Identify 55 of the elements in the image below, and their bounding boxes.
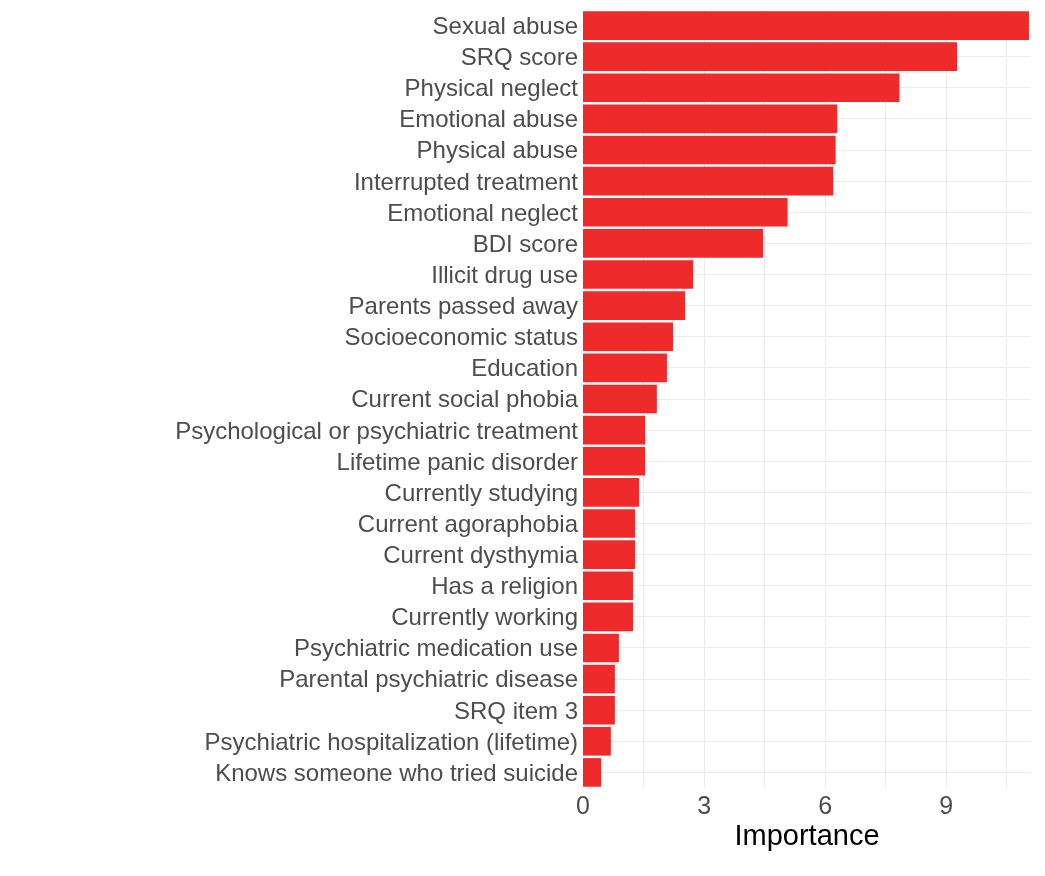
bar: [583, 197, 788, 227]
x-tick-label: 3: [697, 791, 712, 819]
bar: [583, 509, 636, 538]
y-tick-label: Emotional neglect: [387, 198, 579, 226]
y-tick-label: Currently working: [391, 603, 578, 631]
y-tick-label: Interrupted treatment: [353, 167, 579, 195]
bar: [583, 571, 634, 601]
y-tick-label: Psychiatric hospitalization (lifetime): [204, 727, 578, 755]
bar: [583, 260, 694, 289]
y-tick-label: Sexual abuse: [432, 11, 578, 39]
y-tick-label: SRQ item 3: [453, 696, 578, 724]
bar: [583, 478, 640, 507]
y-tick-label: Knows someone who tried suicide: [215, 758, 578, 786]
bar: [583, 415, 646, 445]
y-tick-label: Has a religion: [431, 572, 578, 600]
bar: [583, 291, 686, 320]
bar: [583, 11, 1029, 40]
y-tick-label: Physical neglect: [404, 74, 579, 102]
y-tick-label: Psychiatric medication use: [293, 634, 578, 662]
y-tick-label: Current social phobia: [351, 385, 579, 413]
bar: [583, 633, 619, 663]
x-tick-label: 0: [576, 791, 590, 819]
bar: [583, 664, 615, 694]
y-tick-label: BDI score: [472, 229, 578, 257]
bar: [583, 104, 838, 134]
y-tick-label: Parents passed away: [348, 292, 578, 320]
y-tick-label: Illicit drug use: [431, 260, 578, 288]
bar: [583, 42, 958, 71]
bar: [583, 353, 667, 383]
bar: [583, 73, 900, 103]
x-tick-label: 6: [818, 791, 833, 819]
y-tick-label: Current agoraphobia: [357, 509, 579, 537]
y-tick-label: Emotional abuse: [399, 105, 578, 133]
bar: [583, 135, 836, 165]
y-tick-label: Parental psychiatric disease: [279, 665, 578, 693]
bar: [583, 322, 673, 352]
bar: [583, 384, 657, 414]
x-tick-label: 9: [939, 791, 954, 819]
bar: [583, 540, 636, 569]
y-tick-label: SRQ score: [460, 43, 578, 71]
bar: [583, 758, 602, 787]
bar: [583, 229, 764, 258]
y-tick-label: Education: [471, 354, 578, 382]
bar: [583, 695, 615, 725]
y-tick-label: Lifetime panic disorder: [336, 447, 579, 475]
y-tick-label: Currently studying: [384, 478, 578, 506]
bar: [583, 727, 611, 756]
y-tick-label: Psychological or psychiatric treatment: [175, 416, 579, 444]
y-tick-label: Socioeconomic status: [344, 323, 578, 351]
bar: [583, 166, 834, 196]
y-tick-label: Current dysthymia: [383, 541, 579, 568]
bar: [583, 446, 646, 476]
bar: [583, 602, 634, 632]
x-axis-title: Importance: [734, 819, 880, 851]
y-tick-label: Physical abuse: [416, 136, 578, 164]
